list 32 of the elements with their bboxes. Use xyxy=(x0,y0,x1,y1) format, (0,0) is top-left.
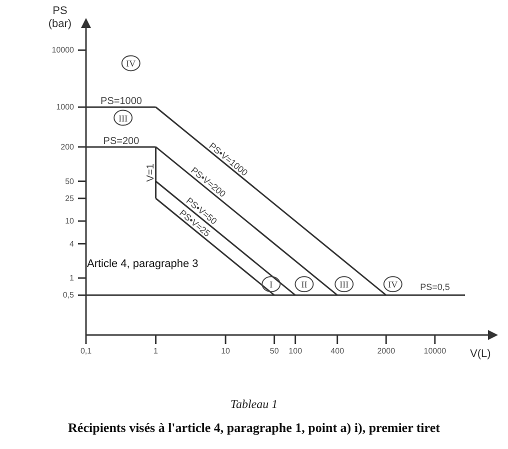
x-tick-label: 100 xyxy=(288,346,303,356)
x-tick-label: 10 xyxy=(221,346,231,356)
annotation: I xyxy=(270,280,273,290)
text: Tableau 1 xyxy=(230,397,278,411)
y-tick-label: 200 xyxy=(60,142,75,152)
annotation: III xyxy=(118,113,128,124)
y-tick-label: 50 xyxy=(65,176,75,186)
annotation: IV xyxy=(388,280,398,290)
annotation: Article 4, paragraphe 3 xyxy=(87,258,198,270)
x-tick-label: 10000 xyxy=(424,346,447,356)
y-tick-label: 1 xyxy=(70,274,75,283)
text: Récipients visés à l'article 4, paragraphe 1, point a) i), premier tiret xyxy=(68,420,441,435)
x-tick-label: 2000 xyxy=(377,346,396,356)
x-tick-label: 1 xyxy=(154,346,159,356)
x-tick-label: 50 xyxy=(270,346,280,356)
annotation: PS=1000 xyxy=(100,96,142,108)
x-tick-label: 0,1 xyxy=(80,346,92,356)
y-tick-label: 25 xyxy=(65,194,75,203)
y-tick-label: 1000 xyxy=(56,102,75,112)
text: V=1 xyxy=(145,163,156,182)
x-tick-label: 400 xyxy=(330,346,345,356)
annotation: II xyxy=(301,280,308,290)
annotation: IV xyxy=(126,58,136,69)
annotation: PS=200 xyxy=(103,136,140,147)
y-tick-label: 10 xyxy=(65,216,75,226)
y-axis-title: PS (bar) xyxy=(48,5,72,30)
y-tick-label: 10000 xyxy=(52,46,75,55)
y-tick-label: 4 xyxy=(70,239,75,248)
x-axis-title: V(L) xyxy=(470,348,491,360)
annotation: III xyxy=(340,280,349,290)
ref-line-label: PS=0,5 xyxy=(420,282,450,292)
y-tick-label: 0,5 xyxy=(62,290,75,300)
